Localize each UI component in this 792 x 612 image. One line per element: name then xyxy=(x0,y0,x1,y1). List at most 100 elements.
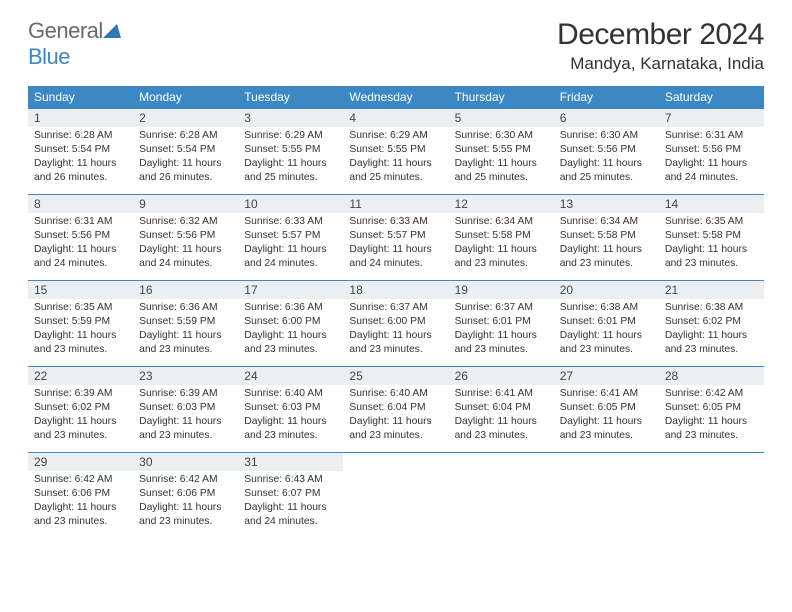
daylight-line2: and 23 minutes. xyxy=(28,515,133,529)
calendar-cell: 20Sunrise: 6:38 AMSunset: 6:01 PMDayligh… xyxy=(554,280,659,366)
sunset-text: Sunset: 6:03 PM xyxy=(238,401,343,415)
sunset-text: Sunset: 5:58 PM xyxy=(449,229,554,243)
daylight-line1: Daylight: 11 hours xyxy=(28,501,133,515)
sunset-text: Sunset: 5:57 PM xyxy=(238,229,343,243)
sunrise-text: Sunrise: 6:30 AM xyxy=(449,127,554,143)
sunset-text: Sunset: 6:06 PM xyxy=(28,487,133,501)
calendar-grid: SundayMondayTuesdayWednesdayThursdayFrid… xyxy=(28,86,764,538)
calendar-cell: 16Sunrise: 6:36 AMSunset: 5:59 PMDayligh… xyxy=(133,280,238,366)
sunset-text: Sunset: 6:05 PM xyxy=(554,401,659,415)
weekday-header: Saturday xyxy=(659,86,764,108)
sunrise-text: Sunrise: 6:40 AM xyxy=(238,385,343,401)
calendar-cell: 8Sunrise: 6:31 AMSunset: 5:56 PMDaylight… xyxy=(28,194,133,280)
daylight-line2: and 23 minutes. xyxy=(554,429,659,443)
sunrise-text: Sunrise: 6:38 AM xyxy=(554,299,659,315)
daylight-line2: and 24 minutes. xyxy=(238,257,343,271)
daylight-line2: and 23 minutes. xyxy=(343,429,448,443)
day-number: 20 xyxy=(554,281,659,299)
day-number: 16 xyxy=(133,281,238,299)
calendar-cell: 18Sunrise: 6:37 AMSunset: 6:00 PMDayligh… xyxy=(343,280,448,366)
sunrise-text: Sunrise: 6:36 AM xyxy=(133,299,238,315)
daylight-line2: and 23 minutes. xyxy=(659,429,764,443)
daylight-line2: and 25 minutes. xyxy=(343,171,448,185)
daylight-line1: Daylight: 11 hours xyxy=(133,329,238,343)
daylight-line2: and 23 minutes. xyxy=(449,343,554,357)
sunset-text: Sunset: 6:02 PM xyxy=(28,401,133,415)
daylight-line2: and 24 minutes. xyxy=(28,257,133,271)
sunset-text: Sunset: 5:54 PM xyxy=(133,143,238,157)
day-number: 2 xyxy=(133,109,238,127)
daylight-line1: Daylight: 11 hours xyxy=(449,415,554,429)
calendar-cell: 17Sunrise: 6:36 AMSunset: 6:00 PMDayligh… xyxy=(238,280,343,366)
header-row: General Blue December 2024 Mandya, Karna… xyxy=(28,18,764,74)
sunset-text: Sunset: 6:00 PM xyxy=(238,315,343,329)
calendar-cell: 6Sunrise: 6:30 AMSunset: 5:56 PMDaylight… xyxy=(554,108,659,194)
daylight-line2: and 24 minutes. xyxy=(238,515,343,529)
sunrise-text: Sunrise: 6:37 AM xyxy=(449,299,554,315)
calendar-cell: 31Sunrise: 6:43 AMSunset: 6:07 PMDayligh… xyxy=(238,452,343,538)
day-number: 30 xyxy=(133,453,238,471)
daylight-line2: and 24 minutes. xyxy=(133,257,238,271)
daylight-line2: and 25 minutes. xyxy=(238,171,343,185)
sunrise-text: Sunrise: 6:35 AM xyxy=(28,299,133,315)
daylight-line2: and 23 minutes. xyxy=(449,257,554,271)
sunset-text: Sunset: 5:56 PM xyxy=(554,143,659,157)
calendar-cell: 14Sunrise: 6:35 AMSunset: 5:58 PMDayligh… xyxy=(659,194,764,280)
location-text: Mandya, Karnataka, India xyxy=(557,54,764,74)
day-number: 11 xyxy=(343,195,448,213)
daylight-line2: and 23 minutes. xyxy=(133,515,238,529)
sunrise-text: Sunrise: 6:39 AM xyxy=(133,385,238,401)
sunrise-text: Sunrise: 6:39 AM xyxy=(28,385,133,401)
daylight-line1: Daylight: 11 hours xyxy=(28,415,133,429)
calendar-cell: 15Sunrise: 6:35 AMSunset: 5:59 PMDayligh… xyxy=(28,280,133,366)
daylight-line1: Daylight: 11 hours xyxy=(238,329,343,343)
brand-part2: Blue xyxy=(28,44,70,69)
sunrise-text: Sunrise: 6:33 AM xyxy=(238,213,343,229)
brand-part1: General xyxy=(28,18,103,43)
sunset-text: Sunset: 6:03 PM xyxy=(133,401,238,415)
calendar-cell: 2Sunrise: 6:28 AMSunset: 5:54 PMDaylight… xyxy=(133,108,238,194)
calendar-cell: 25Sunrise: 6:40 AMSunset: 6:04 PMDayligh… xyxy=(343,366,448,452)
calendar-cell: 4Sunrise: 6:29 AMSunset: 5:55 PMDaylight… xyxy=(343,108,448,194)
daylight-line1: Daylight: 11 hours xyxy=(28,157,133,171)
daylight-line1: Daylight: 11 hours xyxy=(343,157,448,171)
day-number: 5 xyxy=(449,109,554,127)
daylight-line2: and 23 minutes. xyxy=(238,343,343,357)
day-number: 14 xyxy=(659,195,764,213)
daylight-line1: Daylight: 11 hours xyxy=(133,243,238,257)
day-number: 22 xyxy=(28,367,133,385)
title-block: December 2024 Mandya, Karnataka, India xyxy=(557,18,764,74)
sunrise-text: Sunrise: 6:33 AM xyxy=(343,213,448,229)
calendar-cell: 28Sunrise: 6:42 AMSunset: 6:05 PMDayligh… xyxy=(659,366,764,452)
sunrise-text: Sunrise: 6:41 AM xyxy=(554,385,659,401)
calendar-cell: 24Sunrise: 6:40 AMSunset: 6:03 PMDayligh… xyxy=(238,366,343,452)
sunset-text: Sunset: 5:55 PM xyxy=(449,143,554,157)
day-number: 4 xyxy=(343,109,448,127)
blank-cell xyxy=(659,452,764,538)
sunset-text: Sunset: 5:55 PM xyxy=(343,143,448,157)
weekday-header: Sunday xyxy=(28,86,133,108)
page-root: General Blue December 2024 Mandya, Karna… xyxy=(0,0,792,538)
day-number: 29 xyxy=(28,453,133,471)
daylight-line2: and 23 minutes. xyxy=(133,343,238,357)
day-number: 21 xyxy=(659,281,764,299)
daylight-line1: Daylight: 11 hours xyxy=(659,157,764,171)
daylight-line1: Daylight: 11 hours xyxy=(554,329,659,343)
sunset-text: Sunset: 5:54 PM xyxy=(28,143,133,157)
day-number: 15 xyxy=(28,281,133,299)
calendar-cell: 5Sunrise: 6:30 AMSunset: 5:55 PMDaylight… xyxy=(449,108,554,194)
day-number: 6 xyxy=(554,109,659,127)
daylight-line2: and 26 minutes. xyxy=(133,171,238,185)
calendar-cell: 21Sunrise: 6:38 AMSunset: 6:02 PMDayligh… xyxy=(659,280,764,366)
sunset-text: Sunset: 5:56 PM xyxy=(28,229,133,243)
sunset-text: Sunset: 6:02 PM xyxy=(659,315,764,329)
sunrise-text: Sunrise: 6:38 AM xyxy=(659,299,764,315)
blank-cell xyxy=(343,452,448,538)
sunset-text: Sunset: 6:04 PM xyxy=(449,401,554,415)
sunrise-text: Sunrise: 6:34 AM xyxy=(554,213,659,229)
sunset-text: Sunset: 6:01 PM xyxy=(449,315,554,329)
sunset-text: Sunset: 5:57 PM xyxy=(343,229,448,243)
day-number: 18 xyxy=(343,281,448,299)
daylight-line1: Daylight: 11 hours xyxy=(659,329,764,343)
daylight-line1: Daylight: 11 hours xyxy=(238,501,343,515)
